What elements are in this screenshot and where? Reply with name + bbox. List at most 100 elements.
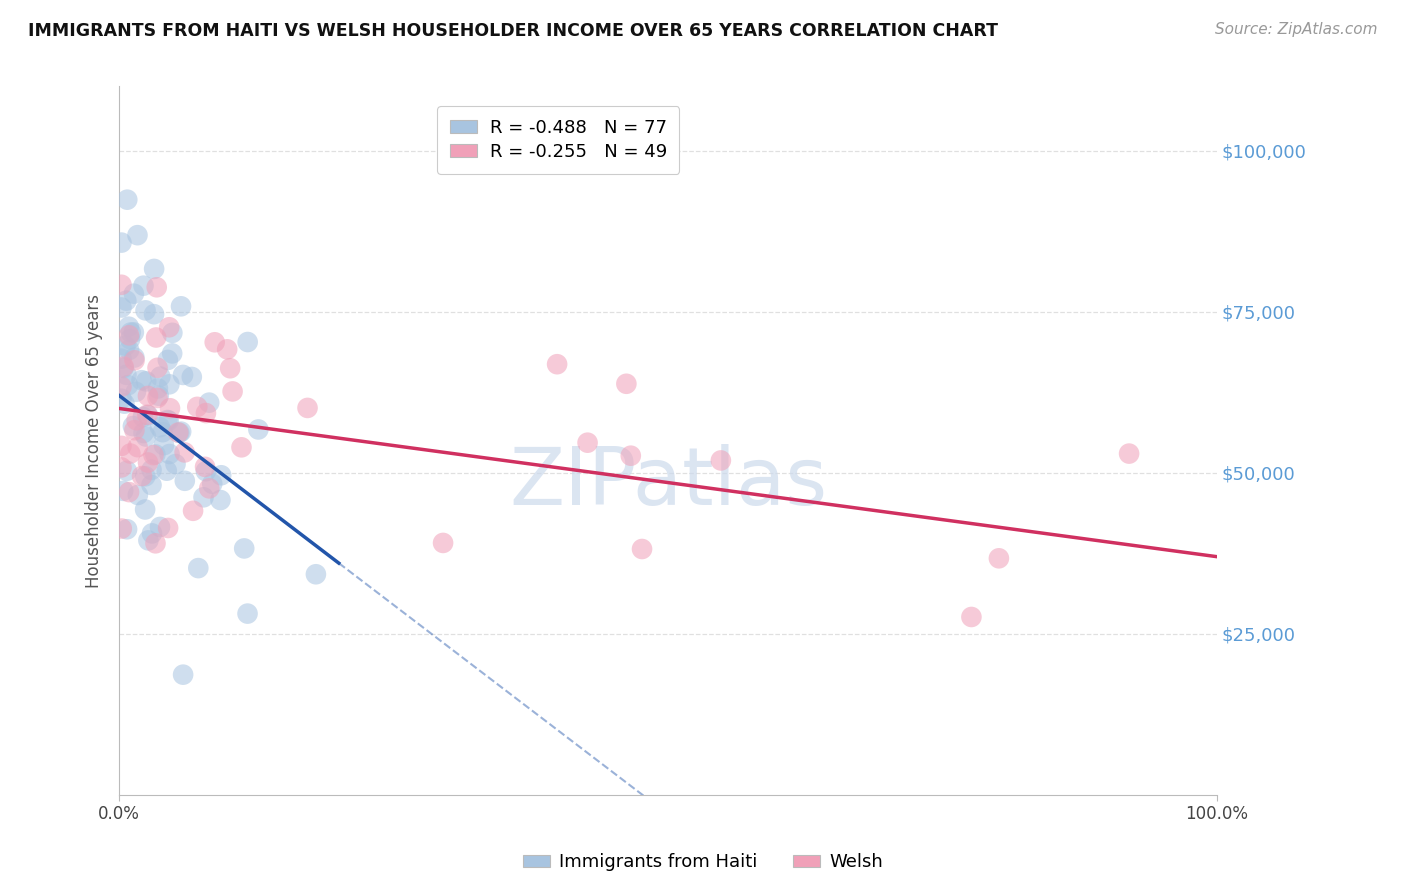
Point bbox=[120, 326, 142, 340]
Point bbox=[111, 522, 134, 536]
Point bbox=[194, 459, 217, 474]
Text: IMMIGRANTS FROM HAITI VS WELSH HOUSEHOLDER INCOME OVER 65 YEARS CORRELATION CHAR: IMMIGRANTS FROM HAITI VS WELSH HOUSEHOLD… bbox=[28, 22, 998, 40]
Point bbox=[118, 343, 141, 357]
Point bbox=[114, 397, 136, 411]
Point bbox=[110, 277, 132, 292]
Point bbox=[118, 319, 141, 334]
Point bbox=[143, 261, 166, 276]
Point bbox=[136, 409, 159, 423]
Point bbox=[146, 381, 169, 395]
Point bbox=[145, 447, 167, 461]
Point bbox=[124, 353, 146, 368]
Point bbox=[110, 392, 132, 406]
Point bbox=[710, 453, 733, 467]
Point bbox=[122, 419, 145, 434]
Point bbox=[157, 521, 180, 535]
Legend: R = -0.488   N = 77, R = -0.255   N = 49: R = -0.488 N = 77, R = -0.255 N = 49 bbox=[437, 106, 679, 174]
Point bbox=[172, 667, 194, 681]
Point bbox=[110, 235, 132, 250]
Point bbox=[236, 334, 259, 349]
Point bbox=[131, 373, 153, 387]
Point bbox=[180, 370, 202, 384]
Point bbox=[194, 406, 217, 420]
Point bbox=[233, 541, 256, 556]
Point bbox=[157, 377, 180, 392]
Point bbox=[149, 520, 172, 534]
Point bbox=[135, 375, 157, 389]
Point bbox=[110, 380, 132, 394]
Point bbox=[198, 481, 221, 495]
Point bbox=[110, 439, 132, 453]
Point bbox=[112, 483, 135, 498]
Point bbox=[146, 360, 169, 375]
Point bbox=[120, 446, 142, 460]
Point bbox=[110, 460, 132, 475]
Point bbox=[145, 330, 167, 344]
Point bbox=[149, 420, 172, 434]
Point bbox=[172, 368, 194, 382]
Point bbox=[117, 378, 139, 392]
Point bbox=[142, 448, 165, 462]
Point bbox=[112, 361, 135, 376]
Point bbox=[169, 425, 191, 440]
Point bbox=[159, 447, 181, 461]
Point bbox=[1118, 447, 1140, 461]
Point bbox=[114, 339, 136, 353]
Point bbox=[134, 469, 156, 483]
Point bbox=[576, 435, 599, 450]
Point bbox=[157, 414, 180, 428]
Point bbox=[209, 493, 232, 508]
Point bbox=[156, 413, 179, 427]
Point bbox=[125, 384, 148, 399]
Point bbox=[297, 401, 319, 415]
Point bbox=[138, 533, 160, 548]
Point bbox=[135, 429, 157, 443]
Point bbox=[146, 391, 169, 405]
Point bbox=[132, 425, 155, 440]
Point bbox=[115, 293, 138, 308]
Point bbox=[132, 278, 155, 293]
Point bbox=[110, 351, 132, 366]
Point bbox=[209, 468, 232, 483]
Point bbox=[236, 607, 259, 621]
Point bbox=[170, 299, 193, 313]
Point bbox=[141, 526, 163, 541]
Point bbox=[181, 504, 204, 518]
Point bbox=[157, 320, 180, 334]
Point bbox=[148, 389, 170, 403]
Point bbox=[118, 485, 141, 500]
Point bbox=[118, 328, 141, 343]
Point bbox=[141, 463, 163, 477]
Y-axis label: Householder Income Over 65 years: Householder Income Over 65 years bbox=[86, 293, 103, 588]
Point bbox=[186, 400, 208, 414]
Point bbox=[198, 395, 221, 409]
Point bbox=[149, 369, 172, 384]
Point bbox=[173, 474, 195, 488]
Point bbox=[187, 561, 209, 575]
Point bbox=[127, 440, 149, 454]
Point bbox=[115, 368, 138, 382]
Point bbox=[987, 551, 1010, 566]
Point bbox=[115, 464, 138, 478]
Point bbox=[960, 610, 983, 624]
Point bbox=[165, 457, 187, 471]
Point bbox=[620, 449, 643, 463]
Point bbox=[160, 346, 183, 360]
Point bbox=[125, 413, 148, 427]
Point bbox=[201, 476, 224, 491]
Point bbox=[159, 401, 181, 416]
Point bbox=[305, 567, 328, 582]
Point bbox=[141, 478, 163, 492]
Point bbox=[145, 280, 167, 294]
Point bbox=[156, 352, 179, 367]
Point bbox=[162, 326, 184, 340]
Text: ZIPatlas: ZIPatlas bbox=[509, 444, 827, 522]
Point bbox=[124, 423, 146, 437]
Point bbox=[170, 425, 193, 439]
Point bbox=[152, 425, 174, 439]
Point bbox=[132, 409, 155, 424]
Point bbox=[546, 357, 568, 371]
Point bbox=[247, 422, 270, 436]
Legend: Immigrants from Haiti, Welsh: Immigrants from Haiti, Welsh bbox=[516, 847, 890, 879]
Point bbox=[136, 455, 159, 469]
